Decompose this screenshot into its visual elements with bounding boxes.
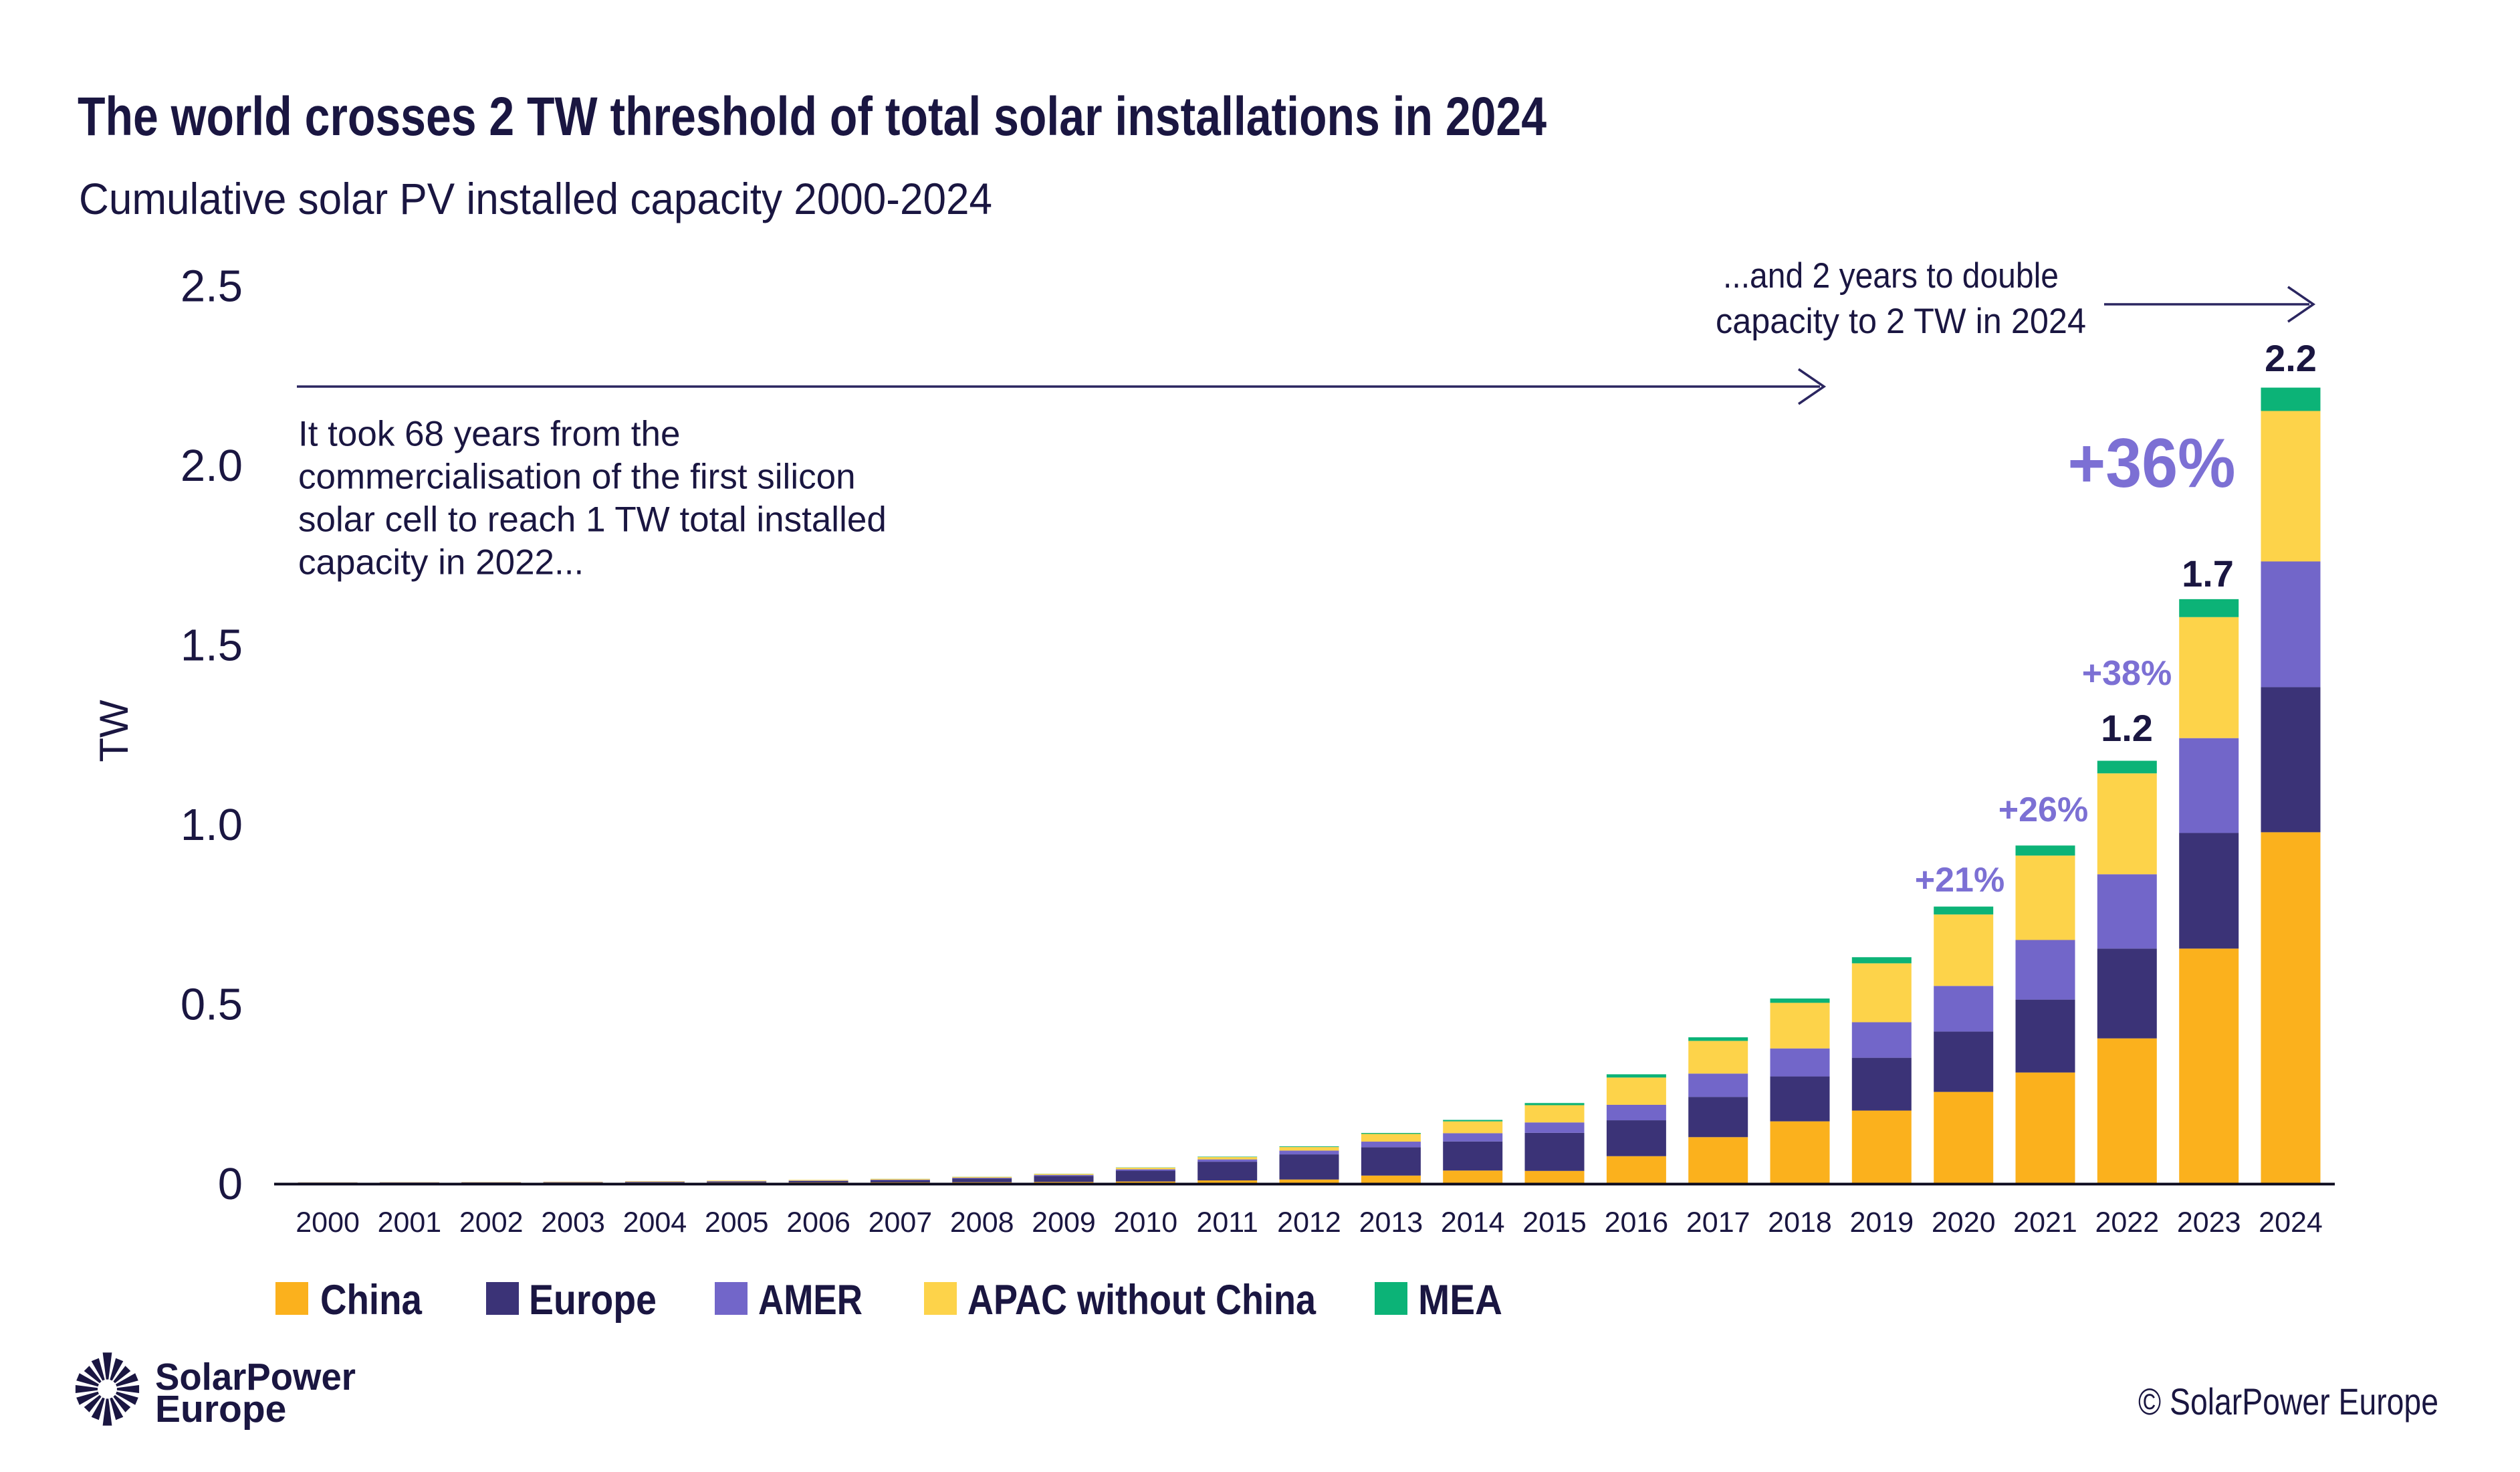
svg-text:2.0: 2.0: [181, 441, 243, 491]
svg-text:1.2: 1.2: [2101, 707, 2153, 749]
svg-text:China: China: [320, 1277, 423, 1324]
svg-text:2014: 2014: [1441, 1206, 1505, 1239]
svg-text:2000: 2000: [296, 1206, 360, 1239]
svg-text:2004: 2004: [623, 1206, 687, 1239]
svg-text:2019: 2019: [1849, 1206, 1914, 1239]
svg-text:Cumulative solar PV installed: Cumulative solar PV installed capacity 2…: [79, 174, 992, 223]
svg-text:2009: 2009: [1032, 1206, 1096, 1239]
svg-text:+21%: +21%: [1915, 861, 2004, 900]
svg-text:2007: 2007: [869, 1206, 933, 1239]
svg-text:2023: 2023: [2177, 1206, 2241, 1239]
svg-text:TW: TW: [92, 700, 136, 762]
svg-text:2022: 2022: [2095, 1206, 2159, 1239]
svg-text:2003: 2003: [541, 1206, 605, 1239]
svg-text:MEA: MEA: [1418, 1277, 1502, 1324]
svg-text:Europe: Europe: [155, 1388, 286, 1431]
svg-text:2015: 2015: [1522, 1206, 1587, 1239]
svg-text:2011: 2011: [1196, 1206, 1258, 1239]
svg-text:2013: 2013: [1359, 1206, 1423, 1239]
svg-text:2012: 2012: [1277, 1206, 1341, 1239]
svg-text:2006: 2006: [786, 1206, 850, 1239]
svg-text:2021: 2021: [2013, 1206, 2077, 1239]
svg-text:commercialisation of the first: commercialisation of the first silicon: [298, 457, 856, 497]
svg-text:2017: 2017: [1686, 1206, 1750, 1239]
svg-text:2.5: 2.5: [181, 261, 243, 312]
svg-text:0.5: 0.5: [181, 980, 243, 1030]
svg-text:It took 68 years from the: It took 68 years from the: [298, 415, 680, 454]
svg-text:2016: 2016: [1605, 1206, 1669, 1239]
svg-text:AMER: AMER: [758, 1277, 863, 1324]
svg-text:2008: 2008: [950, 1206, 1014, 1239]
svg-text:Europe: Europe: [529, 1277, 657, 1324]
svg-text:capacity in 2022...: capacity in 2022...: [298, 543, 584, 583]
svg-text:2002: 2002: [459, 1206, 524, 1239]
svg-text:SolarPower: SolarPower: [155, 1356, 356, 1398]
svg-text:2010: 2010: [1114, 1206, 1178, 1239]
svg-text:The world crosses 2 TW thresho: The world crosses 2 TW threshold of tota…: [78, 86, 1547, 147]
svg-text:capacity to 2 TW in 2024: capacity to 2 TW in 2024: [1716, 302, 2086, 341]
svg-text:2005: 2005: [705, 1206, 769, 1239]
svg-text:© SolarPower Europe: © SolarPower Europe: [2138, 1380, 2438, 1423]
svg-text:2001: 2001: [378, 1206, 442, 1239]
svg-text:1.0: 1.0: [181, 800, 243, 850]
svg-text:2020: 2020: [1932, 1206, 1996, 1239]
svg-text:1.7: 1.7: [2182, 552, 2234, 595]
svg-text:...and 2 years to double: ...and 2 years to double: [1723, 256, 2059, 296]
svg-text:APAC without China: APAC without China: [967, 1277, 1316, 1324]
svg-text:solar cell to reach 1 TW total: solar cell to reach 1 TW total installed: [298, 500, 887, 540]
svg-text:0: 0: [218, 1159, 243, 1209]
svg-text:2024: 2024: [2259, 1206, 2323, 1239]
svg-text:+26%: +26%: [1998, 791, 2088, 829]
svg-text:1.5: 1.5: [181, 621, 243, 671]
svg-text:+36%: +36%: [2068, 425, 2236, 502]
svg-text:2.2: 2.2: [2265, 337, 2317, 379]
svg-text:2018: 2018: [1768, 1206, 1832, 1239]
svg-text:+38%: +38%: [2082, 654, 2172, 693]
